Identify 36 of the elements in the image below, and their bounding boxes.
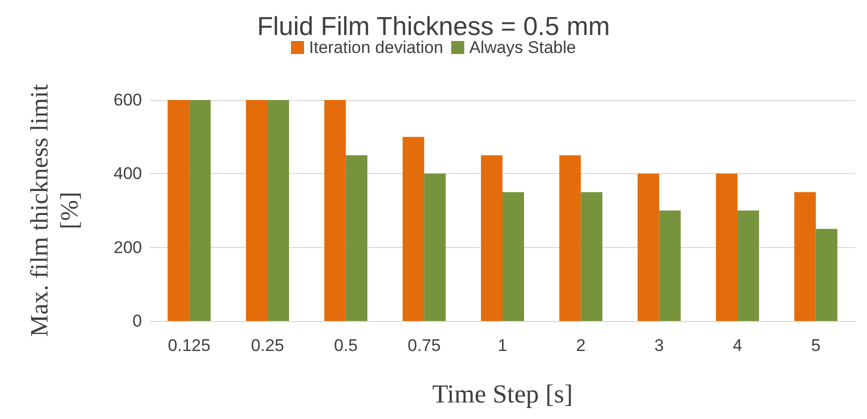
x-tick-label: 0.75 [408, 336, 441, 355]
x-tick-label: 2 [576, 336, 586, 355]
bar [716, 174, 738, 321]
x-tick-label: 0.125 [168, 336, 210, 355]
bar [424, 174, 446, 321]
bar [402, 136, 424, 321]
x-tick-label: 0.5 [334, 336, 358, 355]
bar [559, 155, 581, 321]
y-tick-label: 0 [132, 312, 142, 330]
bar [268, 100, 290, 321]
x-tick-label: 5 [811, 336, 821, 355]
bar [659, 210, 681, 321]
x-tick-label: 4 [732, 336, 742, 355]
bar [794, 192, 816, 321]
bar [502, 192, 524, 321]
chart-title: Fluid Film Thickness = 0.5 mm [257, 11, 610, 41]
y-tick-label: 600 [114, 90, 142, 110]
x-tick-label: 1 [498, 336, 508, 355]
bar [816, 228, 838, 321]
bar [738, 210, 760, 321]
bar [346, 155, 368, 321]
y-axis-title: Max. film thickness limit [%] [26, 84, 84, 337]
bar [580, 192, 602, 321]
x-tick-label: 0.25 [250, 336, 284, 355]
y-tick-label: 400 [114, 164, 142, 184]
bar [480, 155, 502, 321]
bar [638, 174, 660, 321]
bar [189, 100, 211, 321]
legend-label: Always Stable [469, 38, 576, 57]
bar [168, 100, 190, 321]
x-axis-title: Time Step [s] [432, 380, 573, 408]
legend-label: Iteration deviation [309, 38, 444, 57]
y-tick-label: 200 [114, 238, 142, 257]
bar [324, 100, 346, 321]
x-tick-label: 3 [654, 336, 664, 355]
bar [246, 100, 268, 321]
